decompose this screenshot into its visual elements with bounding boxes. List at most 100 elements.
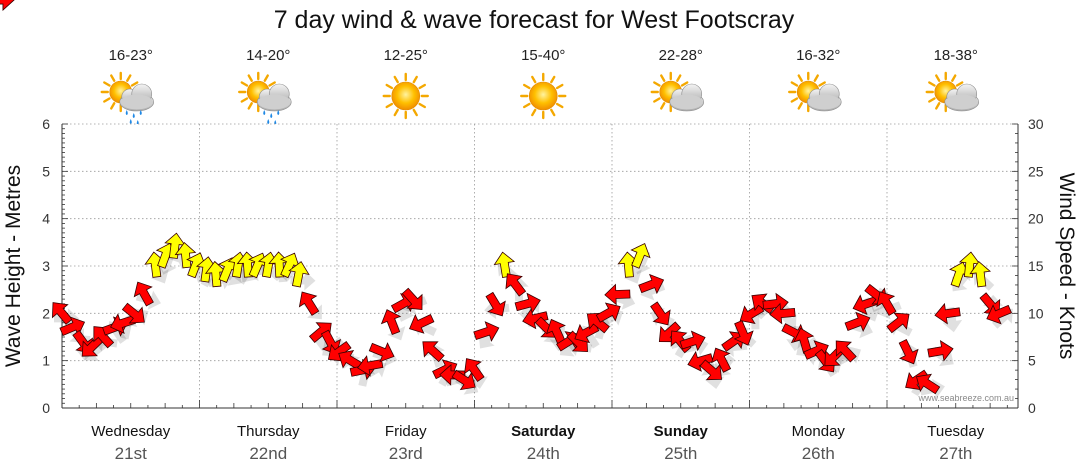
day-temperature: 22-28° xyxy=(659,47,703,64)
sun-icon xyxy=(382,72,429,120)
sun-ray xyxy=(660,102,666,110)
sun-ray xyxy=(955,81,964,87)
raindrop xyxy=(125,110,128,115)
raindrop xyxy=(267,119,270,124)
wind-arrow xyxy=(687,350,714,372)
wind-arrow xyxy=(886,312,910,334)
day-name-label: Sunday xyxy=(654,423,709,440)
wind-arrow xyxy=(93,326,115,349)
wind-arrow xyxy=(986,304,1012,325)
sun-cloud-rain-icon xyxy=(238,71,292,125)
sun-ray xyxy=(818,81,826,87)
wind-arrow xyxy=(464,358,485,382)
raindrop xyxy=(277,110,280,115)
wind-arrow xyxy=(133,281,154,307)
wind-arrow xyxy=(969,260,992,288)
left-tick-label: 2 xyxy=(42,305,50,321)
sun-ray xyxy=(418,83,427,90)
sun-ray xyxy=(676,74,682,82)
day-temperature: 12-25° xyxy=(384,47,428,64)
wind-arrow xyxy=(545,318,566,345)
right-tick-label: 0 xyxy=(1028,400,1036,416)
wind-arrow xyxy=(630,243,651,269)
wind-arrow xyxy=(195,256,218,283)
right-tick-label: 5 xyxy=(1028,353,1036,369)
credit-text: www.seabreeze.com.au xyxy=(917,393,1014,403)
wind-arrow xyxy=(604,283,631,306)
wind-arrow xyxy=(927,340,954,362)
wind-arrow xyxy=(164,232,186,259)
sun-ray xyxy=(393,75,399,84)
day-name-label: Wednesday xyxy=(91,423,170,440)
day-name-label: Thursday xyxy=(237,423,300,440)
day-temperature: 15-40° xyxy=(521,47,565,64)
cloud-shape xyxy=(256,83,292,112)
sun-ray xyxy=(555,102,564,109)
cloud-shape xyxy=(669,83,705,112)
sun-ray xyxy=(130,81,139,87)
sun-cloud-icon xyxy=(925,71,980,113)
left-tick-label: 6 xyxy=(42,116,50,132)
day-date-label: 21st xyxy=(115,444,147,463)
wind-arrow xyxy=(439,363,466,386)
wind-arrow xyxy=(679,330,706,352)
wind-arrow xyxy=(451,369,476,391)
day-temperature: 14-20° xyxy=(246,47,290,64)
sun-ray xyxy=(935,74,941,82)
wind-arrow xyxy=(338,349,363,371)
sun-disc xyxy=(528,81,558,111)
weather-row: 16-23° 14-20° 12-25° 15-40° 22-28° 16-32° 18-3… xyxy=(100,47,980,125)
wind-arrow xyxy=(638,273,665,295)
wind-arrow-shadow xyxy=(290,270,316,291)
wind-arrow xyxy=(650,301,671,326)
wind-arrow xyxy=(699,359,723,381)
sun-ray xyxy=(126,74,132,82)
sun-ray xyxy=(110,102,116,110)
day-name-label: Tuesday xyxy=(927,423,984,440)
day-temperature: 16-23° xyxy=(109,47,153,64)
sun-ray xyxy=(797,74,803,82)
wind-arrow xyxy=(898,339,919,365)
sun-ray xyxy=(103,81,111,87)
sun-ray xyxy=(790,81,799,87)
wind-arrow xyxy=(617,251,640,278)
sun-ray xyxy=(660,74,666,82)
sun-ray xyxy=(412,108,418,117)
cloud-shape xyxy=(944,83,980,112)
wind-arrow xyxy=(298,291,320,316)
wind-arrow xyxy=(380,309,402,336)
sun-cloud-icon xyxy=(788,71,842,113)
day-date-label: 25th xyxy=(664,444,697,463)
day-date-label: 24th xyxy=(527,444,560,463)
wind-arrow xyxy=(769,302,796,325)
raindrop xyxy=(263,110,266,115)
wind-arrow xyxy=(586,312,610,334)
sun-ray xyxy=(247,74,253,82)
raindrop xyxy=(139,110,142,115)
day-date-label: 23rd xyxy=(389,444,423,463)
sun-ray xyxy=(522,102,531,109)
right-tick-label: 10 xyxy=(1028,305,1044,321)
sun-ray xyxy=(935,102,941,110)
sun-ray xyxy=(813,74,819,82)
wind-arrow xyxy=(934,302,961,325)
wind-arrow xyxy=(762,292,789,315)
wind-arrow xyxy=(522,308,549,330)
sun-ray xyxy=(393,108,399,117)
sun-ray xyxy=(240,97,249,103)
wind-arrow xyxy=(485,291,506,317)
sun-ray xyxy=(653,97,661,103)
left-tick-label: 4 xyxy=(42,211,50,227)
sun-ray xyxy=(418,102,427,109)
sun-ray xyxy=(247,102,253,110)
sun-ray xyxy=(531,75,537,84)
sun-ray xyxy=(555,83,564,90)
left-tick-label: 0 xyxy=(42,400,50,416)
right-tick-label: 30 xyxy=(1028,116,1044,132)
sun-ray xyxy=(240,81,249,87)
sun-ray xyxy=(263,74,269,82)
left-tick-label: 5 xyxy=(42,163,50,179)
cloud-shape xyxy=(119,83,155,112)
wind-arrow xyxy=(658,321,682,343)
